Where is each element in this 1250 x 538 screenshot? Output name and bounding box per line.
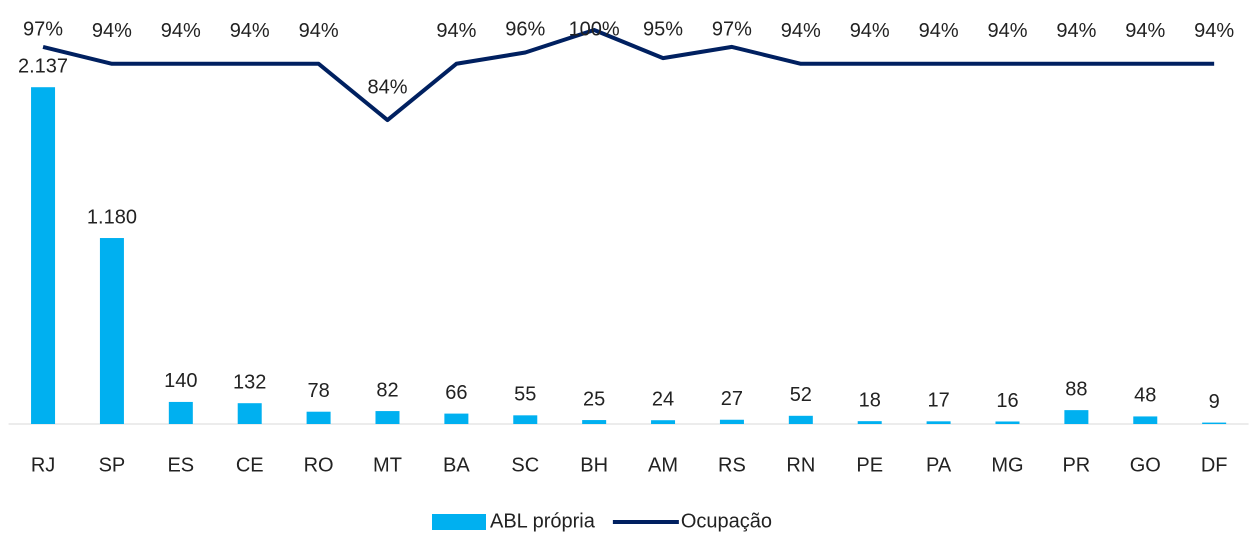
bar-value-label: 140 <box>164 370 197 392</box>
x-tick-label: GO <box>1130 454 1161 476</box>
bar <box>306 411 331 424</box>
line-value-label: 94% <box>230 20 270 42</box>
bar <box>237 403 262 424</box>
line-value-label: 94% <box>781 20 821 42</box>
x-tick-label: MT <box>373 454 402 476</box>
bar <box>168 401 193 424</box>
line-value-label: 97% <box>23 18 63 40</box>
line-value-label: 100% <box>569 18 620 40</box>
legend-label: Ocupação <box>681 510 772 532</box>
bar-value-label: 66 <box>445 382 467 404</box>
line-value-label: 95% <box>643 18 683 40</box>
bar-value-label: 78 <box>307 380 329 402</box>
bar-value-label: 24 <box>652 388 674 410</box>
bar-value-label: 27 <box>721 388 743 410</box>
bar-value-label: 52 <box>790 384 812 406</box>
bar <box>857 421 882 424</box>
bar-value-label: 17 <box>927 390 949 412</box>
x-tick-label: RJ <box>31 454 55 476</box>
bar <box>926 421 951 424</box>
bar <box>719 419 744 424</box>
bar-value-label: 16 <box>996 390 1018 412</box>
line-value-label: 96% <box>505 18 545 40</box>
bar-value-label: 82 <box>376 379 398 401</box>
bar <box>651 420 676 424</box>
line-value-label: 94% <box>919 20 959 42</box>
line-value-label: 84% <box>367 76 407 98</box>
bar-value-label: 25 <box>583 388 605 410</box>
bar <box>444 413 469 424</box>
x-tick-label: AM <box>648 454 678 476</box>
legend-swatch <box>432 514 486 530</box>
x-tick-label: PA <box>926 454 952 476</box>
x-tick-label: RN <box>786 454 815 476</box>
x-tick-label: BA <box>443 454 470 476</box>
x-tick-label: CE <box>236 454 264 476</box>
bar-value-label: 2.137 <box>18 55 68 77</box>
bar-value-label: 55 <box>514 384 536 406</box>
line-value-label: 94% <box>436 20 476 42</box>
bar <box>513 415 538 424</box>
line-value-label: 94% <box>299 20 339 42</box>
bar-value-label: 18 <box>859 389 881 411</box>
x-tick-label: RS <box>718 454 746 476</box>
line-value-label: 94% <box>850 20 890 42</box>
x-tick-label: BH <box>580 454 608 476</box>
bar-value-label: 48 <box>1134 385 1156 407</box>
line-value-label: 97% <box>712 18 752 40</box>
legend-label: ABL própria <box>490 510 596 532</box>
bar-value-label: 88 <box>1065 378 1087 400</box>
bar <box>1064 410 1089 424</box>
bar <box>995 421 1020 424</box>
line-value-label: 94% <box>92 20 132 42</box>
bar <box>31 87 56 424</box>
x-tick-label: PR <box>1062 454 1090 476</box>
bar-value-label: 9 <box>1209 391 1220 413</box>
x-tick-label: SP <box>99 454 126 476</box>
bar <box>375 411 400 424</box>
x-tick-label: PE <box>856 454 883 476</box>
x-tick-label: DF <box>1201 454 1228 476</box>
x-tick-label: RO <box>304 454 334 476</box>
line-value-label: 94% <box>1194 20 1234 42</box>
bar-value-label: 132 <box>233 371 266 393</box>
bar-value-label: 1.180 <box>87 206 137 228</box>
bar <box>99 238 124 424</box>
line-value-label: 94% <box>1125 20 1165 42</box>
line-value-label: 94% <box>987 20 1027 42</box>
line-value-label: 94% <box>1056 20 1096 42</box>
x-tick-label: ES <box>167 454 194 476</box>
bar <box>1133 416 1158 424</box>
x-tick-label: SC <box>511 454 539 476</box>
bar <box>788 415 813 424</box>
line-series <box>42 28 1215 123</box>
x-tick-label: MG <box>991 454 1023 476</box>
bar <box>582 420 607 424</box>
bar <box>1202 422 1227 424</box>
line-value-label: 94% <box>161 20 201 42</box>
